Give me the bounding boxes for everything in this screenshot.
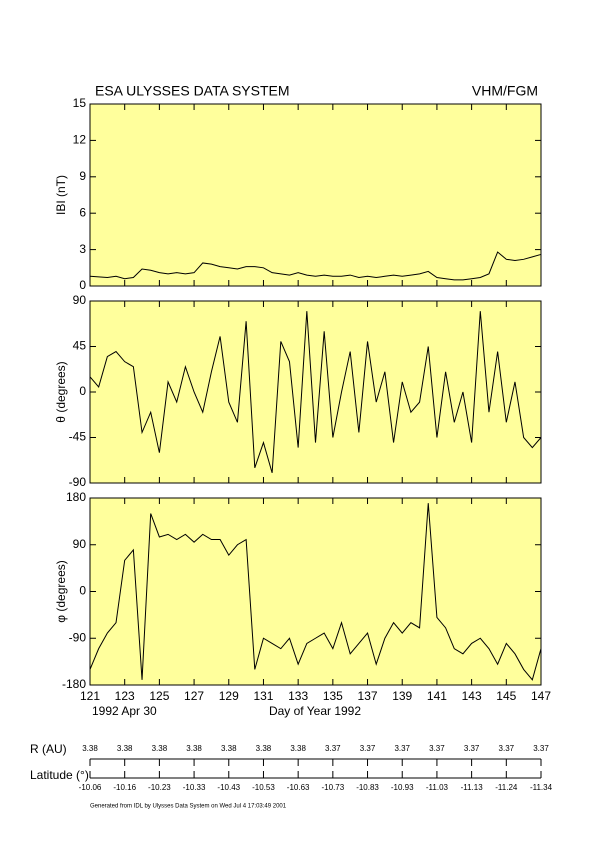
- y-tick-label: 9: [79, 169, 86, 183]
- y-tick-label: 90: [73, 293, 87, 307]
- x-tick-label: 147: [531, 689, 551, 703]
- chart-title-right: VHM/FGM: [472, 83, 538, 99]
- r-label: R (AU): [30, 742, 67, 756]
- lat-label: Latitude (°): [30, 768, 89, 782]
- lat-value: -11.13: [461, 783, 484, 792]
- r-value: 3.37: [429, 744, 445, 753]
- r-value: 3.38: [290, 744, 306, 753]
- y-tick-label: 15: [73, 96, 87, 110]
- r-value: 3.38: [152, 744, 168, 753]
- x-tick-label: 127: [184, 689, 204, 703]
- plot-area: [89, 103, 542, 287]
- x-tick-label: 137: [358, 689, 378, 703]
- r-value: 3.37: [533, 744, 549, 753]
- r-value: 3.37: [464, 744, 480, 753]
- y-tick-label: -45: [69, 430, 87, 444]
- x-tick-label: 145: [496, 689, 516, 703]
- r-value: 3.38: [186, 744, 202, 753]
- x-tick-label: 123: [115, 689, 135, 703]
- plot-area: [89, 497, 542, 686]
- x-tick-label: 135: [323, 689, 343, 703]
- y-tick-label: -90: [69, 475, 87, 489]
- x-tick-label: 131: [253, 689, 273, 703]
- x-tick-label: 141: [427, 689, 447, 703]
- lat-value: -10.43: [217, 783, 240, 792]
- lat-value: -10.06: [79, 783, 102, 792]
- y-axis-label: φ (degrees): [54, 560, 68, 622]
- lat-value: -10.33: [183, 783, 206, 792]
- r-value: 3.38: [117, 744, 133, 753]
- y-tick-label: 3: [79, 242, 86, 256]
- r-value: 3.37: [360, 744, 376, 753]
- x-tick-label: 125: [149, 689, 169, 703]
- chart-title: ESA ULYSSES DATA SYSTEM: [95, 83, 290, 99]
- y-tick-label: 0: [79, 384, 86, 398]
- lat-value: -10.93: [391, 783, 414, 792]
- x-tick-label: 121: [80, 689, 100, 703]
- x-axis-label: Day of Year 1992: [269, 704, 361, 718]
- y-axis-label: IBI (nT): [54, 175, 68, 215]
- y-tick-label: 180: [66, 490, 86, 504]
- lat-value: -10.23: [148, 783, 171, 792]
- plot-area: [89, 300, 542, 484]
- y-tick-label: 90: [73, 537, 87, 551]
- data-line: [89, 311, 542, 474]
- y-tick-label: 0: [79, 584, 86, 598]
- lat-value: -10.16: [113, 783, 136, 792]
- data-line: [89, 503, 542, 681]
- lat-value: -11.34: [530, 783, 553, 792]
- footer: Generated from IDL by Ulysses Data Syste…: [90, 804, 287, 810]
- x-tick-label: 129: [219, 689, 239, 703]
- lat-value: -10.63: [287, 783, 310, 792]
- y-tick-label: -180: [62, 677, 86, 691]
- lat-value: -10.83: [356, 783, 379, 792]
- date-label: 1992 Apr 30: [92, 704, 157, 718]
- r-value: 3.37: [499, 744, 515, 753]
- r-value: 3.38: [256, 744, 272, 753]
- r-value: 3.38: [221, 744, 237, 753]
- x-tick-label: 133: [288, 689, 308, 703]
- lat-value: -11.24: [495, 783, 518, 792]
- y-tick-label: 12: [73, 133, 87, 147]
- y-tick-label: -90: [69, 630, 87, 644]
- y-tick-label: 6: [79, 205, 86, 219]
- r-value: 3.37: [394, 744, 410, 753]
- x-tick-label: 139: [392, 689, 412, 703]
- x-tick-label: 143: [462, 689, 482, 703]
- lat-value: -10.73: [322, 783, 345, 792]
- lat-value: -11.03: [426, 783, 449, 792]
- y-tick-label: 45: [73, 339, 87, 353]
- r-value: 3.38: [82, 744, 98, 753]
- y-tick-label: 0: [79, 278, 86, 292]
- data-line: [89, 251, 542, 281]
- lat-value: -10.53: [252, 783, 275, 792]
- r-value: 3.37: [325, 744, 341, 753]
- y-axis-label: θ (degrees): [54, 361, 68, 422]
